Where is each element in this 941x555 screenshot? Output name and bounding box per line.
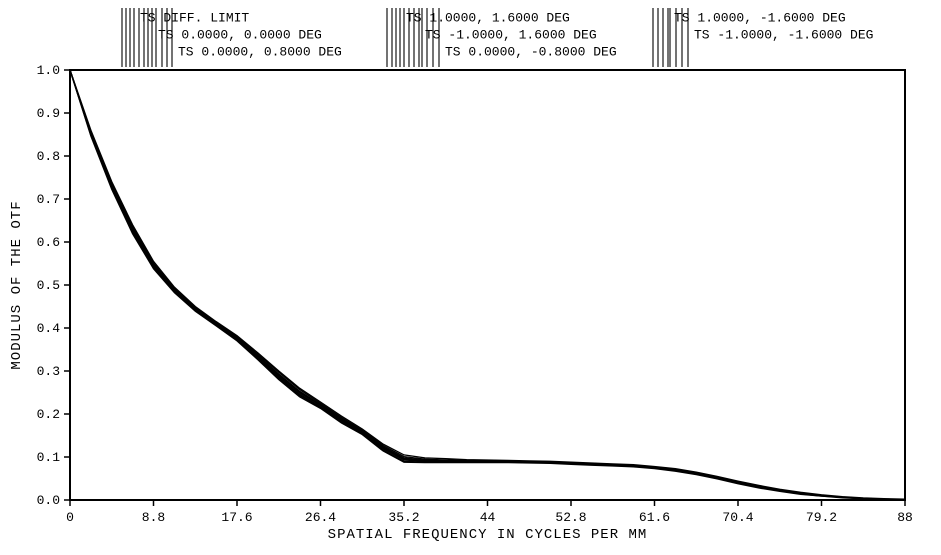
x-tick-label: 79.2 (806, 510, 837, 525)
x-tick-label: 70.4 (722, 510, 753, 525)
y-tick-label: 0.6 (37, 235, 60, 250)
x-tick-label: 8.8 (142, 510, 165, 525)
y-tick-label: 0.7 (37, 192, 60, 207)
y-tick-label: 0.1 (37, 450, 61, 465)
y-tick-label: 0.2 (37, 407, 60, 422)
y-tick-label: 1.0 (37, 63, 60, 78)
y-axis-label: MODULUS OF THE OTF (9, 200, 25, 369)
legend-label: TS 0.0000, 0.8000 DEG (178, 44, 342, 59)
mtf-curve (70, 70, 905, 500)
x-tick-label: 52.8 (555, 510, 586, 525)
mtf-chart: 0 8.8 17.6 26.4 35.2 44 52.8 61.6 70.4 79.2 88 0.0 0… (0, 0, 941, 555)
y-tick-label: 0.3 (37, 364, 60, 379)
mtf-curve (70, 70, 905, 500)
legend-label: TS 1.0000, -1.6000 DEG (674, 10, 846, 25)
x-tick-label: 44 (480, 510, 496, 525)
y-tick-label: 0.0 (37, 493, 60, 508)
legend-label: TS 0.0000, -0.8000 DEG (445, 44, 617, 59)
mtf-curve (70, 70, 905, 500)
y-tick-label: 0.8 (37, 149, 60, 164)
x-tick-label: 17.6 (221, 510, 252, 525)
mtf-curve (70, 70, 905, 500)
x-axis-label: SPATIAL FREQUENCY IN CYCLES PER MM (328, 527, 648, 543)
mtf-curve (70, 70, 905, 500)
x-tick-label: 0 (66, 510, 74, 525)
plot-border (70, 70, 905, 500)
mtf-curve (70, 70, 905, 500)
x-tick-label: 26.4 (305, 510, 336, 525)
mtf-curve (70, 70, 905, 500)
legend-label: TS -1.0000, -1.6000 DEG (694, 27, 873, 42)
x-tick-label: 35.2 (388, 510, 419, 525)
legend-label: TS 1.0000, 1.6000 DEG (406, 10, 570, 25)
legend-label: TS -1.0000, 1.6000 DEG (425, 27, 597, 42)
legend-label: TS 0.0000, 0.0000 DEG (158, 27, 322, 42)
y-tick-label: 0.4 (37, 321, 61, 336)
y-tick-label: 0.5 (37, 278, 60, 293)
y-tick-label: 0.9 (37, 106, 60, 121)
x-tick-label: 61.6 (639, 510, 670, 525)
mtf-curve (70, 70, 905, 499)
x-tick-label: 88 (897, 510, 913, 525)
